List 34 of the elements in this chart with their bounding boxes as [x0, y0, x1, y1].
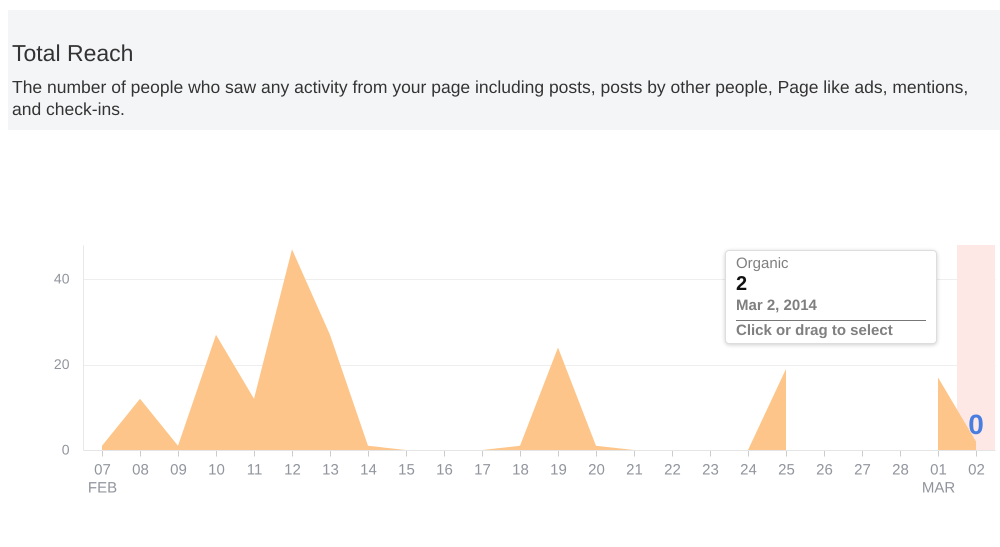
y-tick-label: 20 — [54, 356, 70, 372]
x-tick-label: 17 — [474, 462, 491, 478]
x-tick-label: 21 — [626, 462, 643, 478]
x-tick-label: 22 — [664, 462, 681, 478]
chart-title: Total Reach — [12, 40, 134, 67]
x-tick-label: 18 — [512, 462, 529, 478]
annotation: Organic — [736, 255, 790, 272]
x-tick-label: 01 MAR — [922, 462, 956, 496]
annotation: 2 — [736, 273, 748, 296]
x-tick-label: 24 — [740, 462, 757, 478]
y-tick-label: 40 — [54, 270, 70, 287]
x-tick-label: 25 — [778, 462, 795, 478]
x-tick-label: 23 — [702, 462, 719, 478]
x-tick-label: 19 — [550, 462, 567, 478]
x-tick-label: 28 — [892, 462, 909, 478]
x-tick-label: 09 — [170, 462, 187, 478]
x-tick-label: 08 — [132, 462, 149, 478]
x-tick-label: 10 — [208, 462, 225, 478]
annotation: 0 — [968, 409, 984, 440]
x-tick-label: 20 — [588, 462, 605, 478]
x-tick-label: 02 — [968, 462, 985, 478]
x-tick-label: 16 — [436, 462, 453, 478]
x-tick-label: 11 — [246, 462, 262, 478]
annotation: Click or drag to select — [736, 322, 894, 339]
x-tick-label: 13 — [322, 462, 339, 478]
x-tick-label: 26 — [816, 462, 833, 478]
x-tick-label: 15 — [398, 462, 415, 478]
x-tick-label: 12 — [284, 462, 301, 478]
x-tick-label: 14 — [360, 462, 377, 478]
chart-subtitle: The number of people who saw any activity from your page including posts, posts by other people, Page like ads, mentions, and check-ins. — [12, 76, 970, 120]
x-tick-label: 27 — [854, 462, 871, 478]
x-tick-label: 07 FEB — [88, 462, 118, 496]
annotation: Mar 2, 2014 — [736, 297, 926, 321]
y-tick-label: 0 — [62, 442, 70, 458]
